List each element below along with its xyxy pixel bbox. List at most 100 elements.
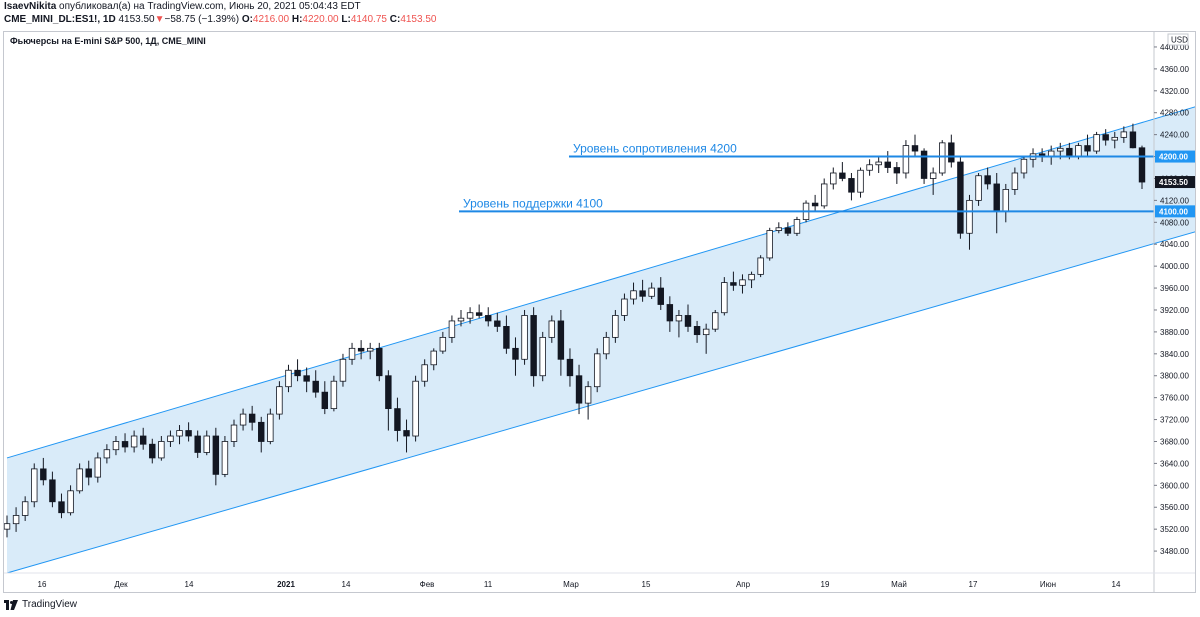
candle-body[interactable] [929, 172, 937, 179]
candle-body[interactable] [430, 350, 437, 366]
candle-body[interactable] [648, 287, 655, 297]
candle-body[interactable] [376, 347, 383, 377]
candle-body[interactable] [939, 142, 946, 174]
candle-body[interactable] [948, 142, 955, 163]
candle-body[interactable] [693, 326, 701, 336]
candle-body[interactable] [1129, 131, 1137, 149]
candle-body[interactable] [67, 490, 74, 514]
candle-body[interactable] [984, 175, 991, 185]
candle-body[interactable] [21, 501, 29, 516]
candle-body[interactable] [839, 172, 846, 179]
candle-body[interactable] [1020, 158, 1028, 174]
candle-body[interactable] [40, 468, 47, 481]
candle-body[interactable] [49, 479, 56, 503]
candle-body[interactable] [149, 443, 156, 459]
candle-body[interactable] [1111, 136, 1118, 141]
candle-body[interactable] [4, 523, 11, 530]
candle-body[interactable] [539, 336, 546, 377]
candle-body[interactable] [920, 150, 928, 179]
candle-body[interactable] [339, 358, 347, 382]
candle-body[interactable] [1093, 134, 1100, 152]
candle-body[interactable] [521, 315, 528, 360]
candle-body[interactable] [1084, 145, 1091, 152]
candle-body[interactable] [475, 312, 483, 316]
candle-body[interactable] [875, 161, 882, 166]
candle-body[interactable] [403, 430, 410, 437]
candle-body[interactable] [1120, 131, 1128, 138]
candle-body[interactable] [203, 435, 210, 453]
candle-body[interactable] [1057, 147, 1064, 152]
candle-body[interactable] [1138, 147, 1146, 183]
candle-body[interactable] [485, 315, 492, 322]
candle-body[interactable] [330, 380, 338, 410]
candle-body[interactable] [739, 279, 746, 286]
candle-body[interactable] [121, 441, 129, 448]
candle-body[interactable] [702, 328, 710, 336]
candle-body[interactable] [103, 449, 111, 459]
candle-body[interactable] [58, 501, 65, 514]
candle-body[interactable] [1075, 145, 1082, 157]
candle-body[interactable] [248, 413, 256, 423]
candle-body[interactable] [294, 369, 301, 377]
candle-body[interactable] [194, 435, 201, 453]
candle-body[interactable] [139, 435, 147, 445]
candle-body[interactable] [566, 358, 574, 377]
candle-body[interactable] [303, 375, 310, 382]
channel-upper-line[interactable] [6, 69, 1196, 459]
candle-body[interactable] [1102, 134, 1109, 141]
candle-body[interactable] [811, 202, 819, 207]
candle-body[interactable] [312, 380, 319, 393]
candle-body[interactable] [394, 408, 401, 431]
candle-body[interactable] [757, 257, 764, 275]
candle-body[interactable] [575, 375, 583, 404]
candle-body[interactable] [466, 312, 474, 319]
candle-body[interactable] [12, 515, 20, 525]
candle-body[interactable] [548, 320, 556, 338]
author-name[interactable]: IsaevNikita [4, 1, 57, 12]
candle-body[interactable] [1066, 147, 1073, 157]
candle-body[interactable] [412, 380, 419, 437]
candle-body[interactable] [784, 227, 792, 234]
currency-box[interactable] [1167, 33, 1189, 46]
candle-body[interactable] [348, 347, 356, 360]
candle-body[interactable] [457, 317, 465, 322]
candle-body[interactable] [639, 290, 646, 297]
candle-body[interactable] [421, 364, 428, 382]
candle-body[interactable] [439, 336, 447, 352]
candle-body[interactable] [893, 167, 901, 174]
candle-body[interactable] [748, 273, 755, 281]
chart-pane[interactable]: Уровень сопротивления 4200 Уровень поддер… [3, 31, 1196, 593]
candle-body[interactable] [258, 421, 265, 442]
candle-body[interactable] [267, 413, 274, 442]
candle-body[interactable] [766, 230, 773, 259]
candle-body[interactable] [630, 290, 637, 300]
candle-body[interactable] [857, 169, 864, 193]
candle-body[interactable] [584, 386, 592, 404]
candle-body[interactable] [31, 468, 38, 503]
candle-body[interactable] [212, 435, 220, 475]
candle-body[interactable] [820, 183, 828, 207]
candle-body[interactable] [85, 468, 92, 478]
candle-body[interactable] [76, 468, 83, 492]
candle-body[interactable] [1011, 172, 1019, 190]
candle-body[interactable] [357, 347, 365, 352]
candle-body[interactable] [130, 435, 138, 448]
candle-body[interactable] [612, 315, 619, 338]
candle-body[interactable] [730, 282, 737, 286]
candle-body[interactable] [185, 430, 192, 437]
candle-body[interactable] [775, 227, 783, 231]
candle-body[interactable] [530, 315, 537, 377]
candle-body[interactable] [657, 287, 664, 305]
candle-body[interactable] [712, 312, 719, 330]
candle-body[interactable] [957, 161, 964, 234]
candle-body[interactable] [666, 304, 674, 322]
candle-body[interactable] [503, 326, 510, 349]
candle-body[interactable] [1002, 189, 1010, 212]
candle-body[interactable] [975, 175, 982, 201]
candle-body[interactable] [112, 441, 120, 451]
candle-body[interactable] [285, 369, 292, 388]
channel-lower-line[interactable] [6, 195, 1196, 574]
candle-body[interactable] [385, 375, 392, 410]
chart-canvas[interactable]: Уровень сопротивления 4200 Уровень поддер… [4, 32, 1196, 593]
candle-body[interactable] [911, 145, 919, 152]
